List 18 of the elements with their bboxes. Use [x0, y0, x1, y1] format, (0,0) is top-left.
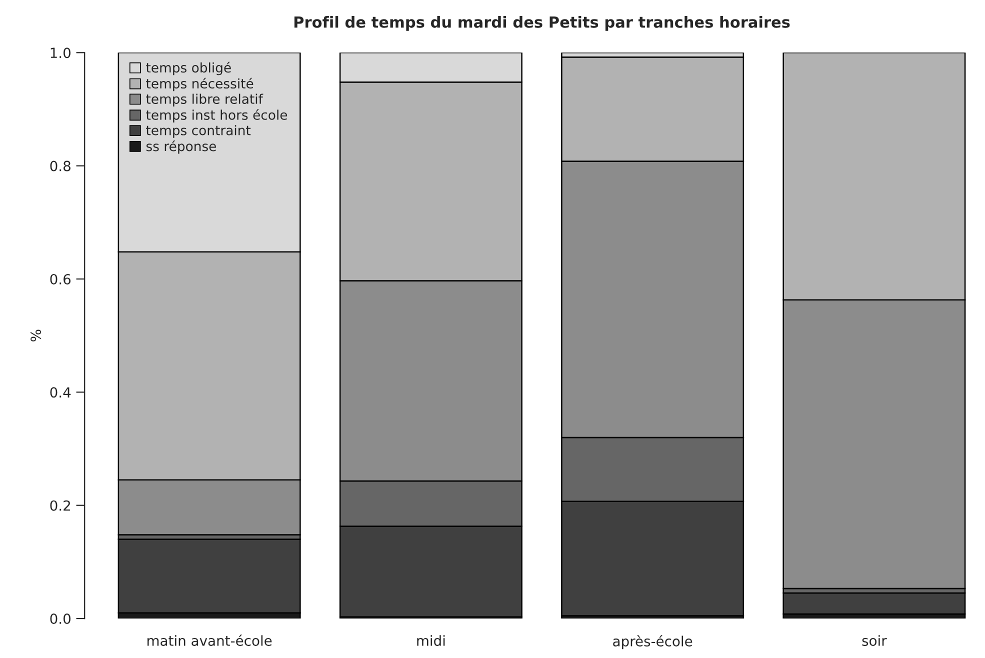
x-tick-label: soir — [862, 635, 887, 646]
legend-label: temps inst hors école — [146, 109, 288, 122]
y-tick-label: 1.0 — [50, 48, 70, 58]
x-tick-label: midi — [417, 635, 445, 646]
legend-label: temps libre relatif — [146, 94, 264, 107]
legend-label: temps obligé — [146, 62, 231, 76]
y-tick-label: 0.0 — [50, 613, 70, 624]
y-tick-label: 0.8 — [50, 160, 70, 172]
x-tick-label: après-école — [613, 635, 692, 650]
y-tick-label: 0.2 — [50, 500, 70, 511]
legend-label: ss réponse — [146, 140, 216, 154]
y-axis-title: % — [30, 330, 42, 342]
legend-label: temps nécessité — [146, 78, 254, 92]
y-tick-label: 0.4 — [50, 387, 71, 398]
chart-title: Profil de temps du mardi des Petits par tranches horaires — [294, 16, 790, 31]
legend-label: temps contraint — [146, 125, 251, 138]
x-tick-label: matin avant-école — [148, 634, 272, 646]
y-tick-label: 0.6 — [50, 274, 71, 284]
